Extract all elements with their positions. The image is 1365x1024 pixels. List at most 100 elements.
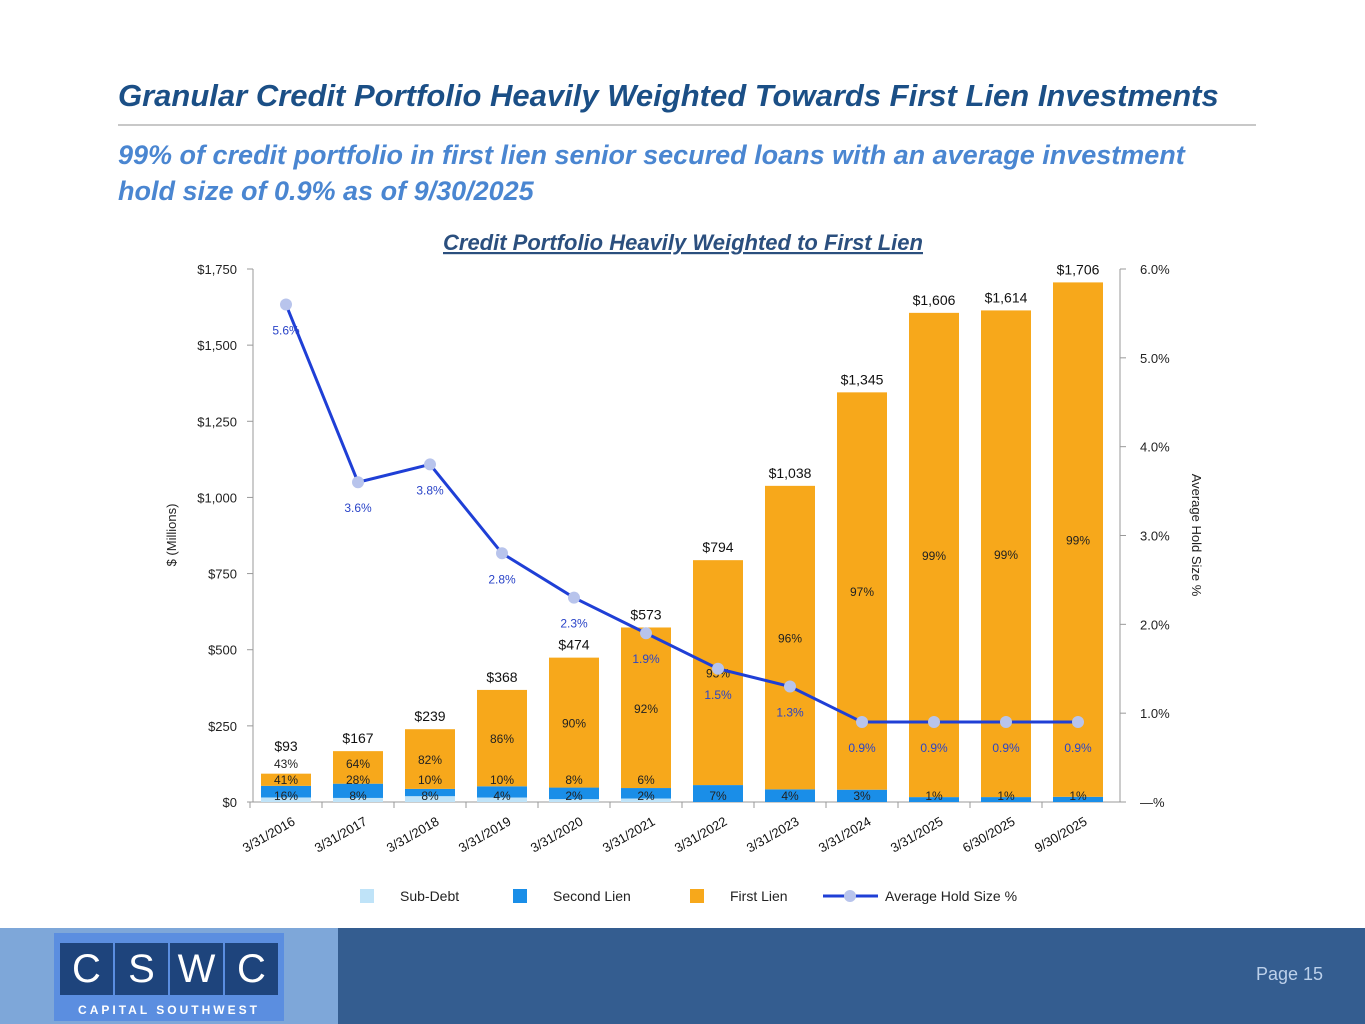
segment-label: 8%	[421, 789, 439, 803]
total-label: $1,345	[841, 371, 884, 387]
hold-size-label: 1.5%	[704, 688, 732, 702]
bar-second-lien	[981, 797, 1031, 802]
total-label: $1,706	[1057, 261, 1100, 277]
bar-second-lien	[477, 786, 527, 798]
total-label: $1,606	[913, 292, 956, 308]
footer: C S W C CAPITAL SOUTHWEST Page 15	[0, 928, 1365, 1024]
hold-size-point	[352, 476, 364, 489]
hold-size-label: 0.9%	[992, 741, 1020, 755]
segment-label: 96%	[778, 632, 802, 646]
page-title: Granular Credit Portfolio Heavily Weight…	[118, 78, 1219, 113]
bar-first-lien	[477, 689, 527, 787]
x-tick-label: 3/31/2021	[600, 814, 658, 856]
page-subtitle: 99% of credit portfolio in first lien se…	[118, 140, 1185, 206]
bar-second-lien	[333, 783, 383, 798]
segment-label: 2%	[565, 789, 583, 803]
total-label: $1,038	[769, 465, 812, 481]
segment-label: 41%	[274, 773, 298, 787]
y-axis-label: $ (Millions)	[164, 504, 179, 567]
legend-swatch	[513, 889, 527, 903]
total-label: $368	[486, 669, 517, 685]
total-label: $167	[342, 730, 373, 746]
hold-size-label: 0.9%	[920, 741, 948, 755]
bar-first-lien	[333, 751, 383, 784]
y2-tick-label: —%	[1140, 795, 1165, 810]
chart-title: Credit Portfolio Heavily Weighted to Fir…	[443, 230, 923, 255]
hold-size-label: 0.9%	[848, 741, 876, 755]
y2-tick-label: 4.0%	[1140, 440, 1170, 455]
hold-size-point	[712, 662, 724, 675]
x-tick-label: 3/31/2024	[816, 814, 874, 856]
hold-size-point	[784, 680, 796, 693]
hold-size-label: 5.6%	[272, 324, 300, 338]
segment-label: 1%	[1069, 789, 1087, 803]
y2-axis-label: Average Hold Size %	[1189, 474, 1204, 597]
segment-label: 90%	[562, 717, 586, 731]
page-number: Page 15	[1255, 964, 1323, 984]
x-tick-label: 3/31/2025	[888, 814, 946, 856]
y-tick-label: $1,250	[197, 414, 237, 429]
segment-label: 92%	[634, 702, 658, 716]
y-tick-label: $750	[208, 567, 237, 582]
bar-sub-debt	[477, 797, 527, 802]
segment-label: 3%	[853, 789, 871, 803]
total-label: $474	[558, 637, 589, 653]
hold-size-point	[568, 591, 580, 604]
bar-second-lien	[621, 788, 671, 799]
bar-second-lien	[261, 785, 311, 798]
segment-label: 4%	[781, 789, 799, 803]
hold-size-label: 3.6%	[344, 501, 372, 515]
bar-first-lien	[405, 729, 455, 789]
bar-first-lien	[1053, 282, 1103, 797]
bar-second-lien	[693, 785, 743, 802]
legend-label: Sub-Debt	[400, 888, 459, 904]
hold-size-point	[496, 547, 508, 560]
bar-first-lien	[261, 773, 311, 786]
x-tick-label: 3/31/2017	[312, 814, 370, 856]
legend-label: Second Lien	[553, 888, 631, 904]
segment-label: 10%	[490, 773, 514, 787]
y2-tick-label: 3.0%	[1140, 529, 1170, 544]
y2-tick-label: 6.0%	[1140, 262, 1170, 277]
x-tick-label: 3/31/2022	[672, 814, 730, 856]
chart: Credit Portfolio Heavily Weighted to Fir…	[164, 230, 1204, 904]
hold-size-label: 2.8%	[488, 572, 516, 586]
legend-swatch	[360, 889, 374, 903]
x-tick-label: 3/31/2018	[384, 814, 442, 856]
bar-first-lien	[765, 485, 815, 790]
y-tick-label: $500	[208, 643, 237, 658]
bar-first-lien	[981, 310, 1031, 798]
hold-size-point	[280, 298, 292, 311]
y-tick-label: $0	[223, 795, 237, 810]
y-tick-label: $1,750	[197, 262, 237, 277]
segment-label: 4%	[493, 789, 511, 803]
segment-label: 1%	[925, 789, 943, 803]
bar-sub-debt	[333, 797, 383, 802]
y2-tick-label: 2.0%	[1140, 617, 1170, 632]
total-label: $1,614	[985, 289, 1028, 305]
y2-tick-label: 5.0%	[1140, 351, 1170, 366]
y-tick-label: $1,000	[197, 490, 237, 505]
bar-second-lien	[405, 788, 455, 797]
segment-label: 97%	[850, 585, 874, 599]
x-tick-label: 6/30/2025	[960, 814, 1018, 856]
hold-size-point	[1000, 716, 1012, 729]
bar-sub-debt	[405, 796, 455, 802]
bar-second-lien	[909, 797, 959, 802]
segment-label: 16%	[274, 789, 298, 803]
y2-tick-label: 1.0%	[1140, 706, 1170, 721]
bar-second-lien	[1053, 796, 1103, 802]
hold-size-label: 1.9%	[632, 652, 660, 666]
segment-label: 99%	[1066, 534, 1090, 548]
segment-label: 99%	[994, 548, 1018, 562]
hold-size-label: 1.3%	[776, 706, 804, 720]
total-label: $794	[702, 539, 733, 555]
bar-second-lien	[549, 787, 599, 800]
divider	[118, 124, 1256, 126]
bar-first-lien	[621, 627, 671, 789]
total-label: $239	[414, 708, 445, 724]
segment-label: 82%	[418, 753, 442, 767]
segment-label: 7%	[709, 789, 727, 803]
total-label: $573	[630, 606, 661, 622]
segment-label: 2%	[637, 789, 655, 803]
